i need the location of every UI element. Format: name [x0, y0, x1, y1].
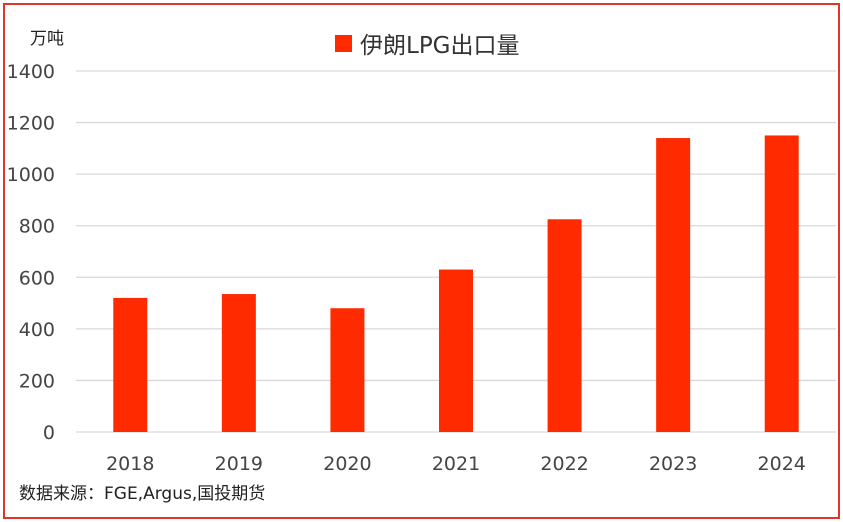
source-note: 数据来源：FGE,Argus,国投期货: [19, 484, 266, 504]
y-tick-label: 200: [19, 370, 55, 392]
legend: 伊朗LPG出口量: [335, 26, 520, 60]
x-tick-label: 2022: [540, 453, 588, 475]
y-tick-label: 1000: [7, 164, 55, 186]
x-tick-label: 2019: [215, 453, 263, 475]
y-tick-label: 1200: [7, 113, 55, 135]
y-tick-label: 1400: [7, 61, 55, 83]
y-tick-label: 0: [43, 422, 55, 444]
x-tick-label: 2023: [649, 453, 697, 475]
bar: [656, 138, 691, 433]
x-tick-label: 2024: [758, 453, 806, 475]
y-tick-label: 400: [19, 319, 55, 341]
bar: [439, 269, 473, 432]
legend-swatch: [335, 34, 352, 52]
y-axis-unit-label: 万吨: [30, 29, 64, 49]
y-tick-label: 800: [19, 216, 55, 238]
bar: [113, 297, 148, 432]
y-tick-label: 600: [19, 267, 55, 289]
bar: [221, 294, 256, 432]
bar: [764, 135, 799, 432]
x-tick-label: 2021: [432, 453, 480, 475]
bar: [547, 219, 582, 432]
chart-frame: [3, 3, 840, 519]
legend-label: 伊朗LPG出口量: [360, 33, 520, 59]
bar: [330, 308, 365, 432]
x-tick-label: 2018: [106, 453, 154, 475]
x-tick-label: 2020: [323, 453, 371, 475]
